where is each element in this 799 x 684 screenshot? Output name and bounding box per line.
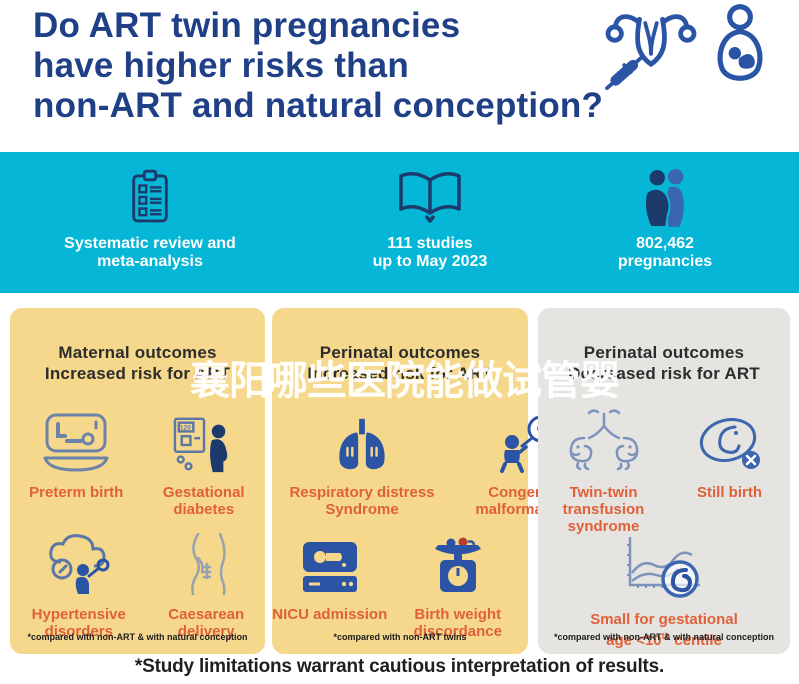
stat-text: Systematic review and meta-analysis: [64, 235, 236, 270]
outcome-gestational-diabetes: 120 Gestational diabetes: [144, 410, 264, 518]
title-line-1: Do ART twin pregnancies: [33, 6, 461, 45]
stat-text: 111 studies up to May 2023: [372, 235, 488, 270]
glucose-reading: 120: [180, 424, 192, 431]
panel-header: Perinatal outcomes Increased risk for AR…: [307, 343, 493, 383]
outcome-label: Twin-twin transfusion syndrome: [562, 484, 645, 535]
outcome-label: Birth weight discordance: [413, 606, 502, 640]
outcome-label: Small for gestational age <10th centile: [590, 611, 738, 649]
stat-systematic-review: Systematic review and meta-analysis: [20, 152, 280, 293]
ivf-uterus-syringe-icon: [603, 4, 699, 95]
stat-studies: 111 studies up to May 2023: [320, 152, 540, 293]
weighing-scale-icon: [428, 532, 488, 596]
watermark-text: 襄阳哪些医院能做试管婴: [190, 359, 620, 403]
outcome-preterm-birth: Preterm birth: [11, 410, 141, 501]
infant-bassinet-icon: [41, 410, 111, 474]
stat-text: 802,462 pregnancies: [617, 235, 713, 270]
title-line-3: non-ART and natural conception?: [33, 86, 604, 125]
panel-footnote: *compared with non-ART & with natural co…: [553, 632, 774, 642]
outcome-respiratory-distress: Respiratory distress Syndrome: [272, 410, 452, 518]
glucose-meter-icon: 120: [173, 410, 235, 474]
outcome-twin-twin-transfusion: Twin-twin transfusion syndrome: [544, 409, 664, 535]
panel-header: Maternal outcomes Increased risk for ART: [44, 343, 231, 383]
pregnant-mother-icon: [709, 4, 771, 93]
nicu-incubator-icon: [298, 532, 362, 596]
study-limitations-note: *Study limitations warrant cautious inte…: [134, 656, 665, 677]
panel-footnote: *compared with non-ART twins: [333, 632, 467, 642]
outcome-label: Caesarean delivery: [168, 606, 245, 640]
panel-perinatal-decreased: Perinatal outcomes Decreased risk for AR…: [538, 308, 790, 654]
panel-footnote: *compared with non-ART & with natural co…: [27, 632, 248, 642]
stillbirth-fetus-icon: [697, 410, 763, 474]
outcome-nicu-admission: NICU admission: [272, 532, 387, 623]
page-title: Do ART twin pregnancies have higher risk…: [33, 6, 603, 126]
outcome-label: Respiratory distress Syndrome: [289, 484, 435, 518]
outcome-hypertensive-disorders: Hypertensive disorders: [14, 532, 144, 640]
panel-header: Perinatal outcomes Decreased risk for AR…: [568, 343, 760, 383]
growth-chart-fetus-icon: [620, 537, 708, 601]
stats-banner: Systematic review and meta-analysis 111 …: [0, 152, 799, 293]
clipboard-checklist-icon: [127, 167, 173, 227]
header-icons: [603, 4, 771, 95]
outcome-birth-weight-discordance: Birth weight discordance: [388, 532, 528, 640]
blood-pressure-monitor-icon: [45, 532, 113, 596]
title-line-2: have higher risks than: [33, 46, 409, 85]
outcome-caesarean-delivery: Caesarean delivery: [151, 532, 261, 640]
twin-fetuses-icon: [558, 409, 650, 474]
outcome-label: Gestational diabetes: [162, 484, 245, 518]
pregnant-twins-icon: [637, 167, 693, 228]
caesarean-incision-icon: [180, 532, 232, 596]
outcome-label: Hypertensive disorders: [31, 606, 126, 640]
outcome-label: NICU admission: [272, 606, 388, 623]
outcome-still-birth: Still birth: [675, 410, 785, 501]
panel-perinatal-increased: Perinatal outcomes Increased risk for AR…: [272, 308, 579, 654]
outcome-label: Still birth: [697, 484, 762, 501]
panel-maternal-outcomes: Maternal outcomes Increased risk for ART: [10, 308, 265, 654]
outcome-small-for-gestational-age: Small for gestational age <10th centile: [538, 537, 790, 649]
outcome-label: Preterm birth: [29, 484, 124, 501]
lungs-icon: [331, 410, 393, 474]
open-book-icon: [397, 167, 463, 227]
stat-pregnancies: 802,462 pregnancies: [560, 152, 770, 293]
